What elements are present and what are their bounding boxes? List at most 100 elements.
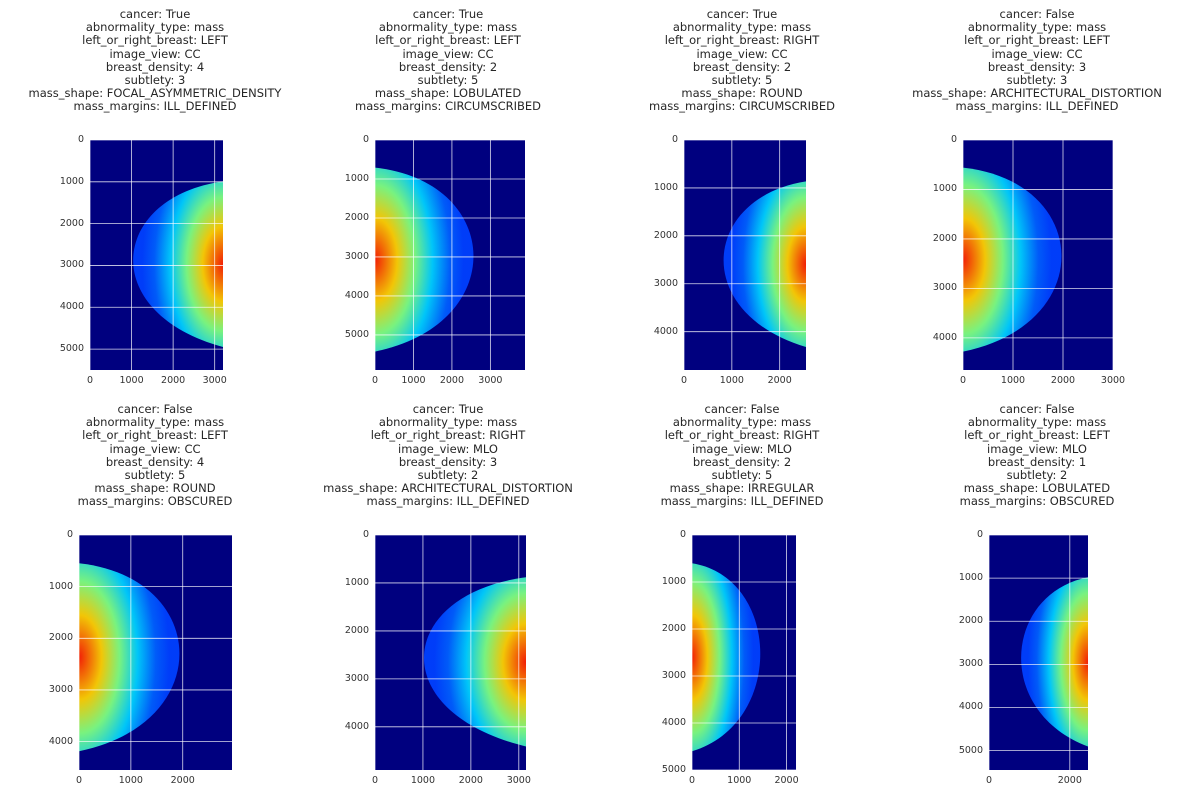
title-line: left_or_right_breast: LEFT — [964, 33, 1110, 48]
image-canvas — [684, 140, 806, 370]
subplot-title: cancer: False abnormality_type: mass left_… — [959, 402, 1115, 509]
x-tick-label: 1000 — [727, 775, 752, 786]
title-line: subtlety: 3 — [1006, 73, 1068, 88]
title-line: mass_margins: OBSCURED — [959, 494, 1115, 509]
mammogram-image — [90, 140, 223, 370]
x-tick-label: 3000 — [478, 375, 503, 386]
y-tick-label: 4000 — [344, 289, 369, 301]
title-line: cancer: True — [412, 402, 484, 416]
y-tick-label: 1000 — [59, 175, 84, 187]
x-tick-label: 3000 — [202, 375, 227, 386]
y-tick-label: 1000 — [344, 576, 369, 588]
mammogram-image — [989, 535, 1088, 770]
y-tick-label: 3000 — [48, 683, 73, 695]
subplot-title: cancer: False abnormality_type: mass left_… — [77, 402, 233, 509]
x-tick-label: 1000 — [119, 375, 144, 386]
title-line: mass_shape: ARCHITECTURAL_DISTORTION — [323, 481, 573, 496]
y-tick-label: 1000 — [958, 572, 983, 584]
title-line: cancer: False — [704, 402, 780, 416]
mammogram-image — [692, 535, 796, 770]
breast-tissue — [723, 181, 806, 347]
title-line: image_view: MLO — [987, 441, 1087, 456]
x-tick-label: 3000 — [506, 775, 531, 786]
title-line: breast_density: 1 — [987, 454, 1087, 469]
y-tick-label: 0 — [362, 529, 369, 540]
y-tick-label: 5000 — [59, 343, 84, 355]
title-line: mass_margins: ILL_DEFINED — [366, 494, 530, 509]
x-tick-label: 2000 — [1057, 775, 1082, 786]
title-line: image_view: CC — [402, 46, 494, 61]
title-line: abnormality_type: mass — [672, 415, 812, 430]
mammogram-image — [375, 535, 526, 770]
y-tick-label: 2000 — [48, 632, 73, 644]
subplot-title: cancer: False abnormality_type: mass left_… — [912, 7, 1162, 114]
y-tick-label: 0 — [77, 134, 84, 145]
y-tick-label: 3000 — [344, 250, 369, 262]
y-tick-label: 0 — [679, 529, 686, 540]
subplot-title: cancer: True abnormality_type: mass left_o… — [649, 7, 835, 114]
y-tick-label: 2000 — [661, 623, 686, 634]
x-tick-label: 0 — [75, 775, 83, 786]
title-line: breast_density: 3 — [987, 59, 1087, 74]
y-tick-label: 0 — [362, 134, 369, 145]
mammogram-image — [375, 140, 525, 370]
breast-tissue — [375, 167, 474, 352]
x-tick-label: 1000 — [401, 375, 426, 386]
y-tick-label: 1000 — [661, 576, 686, 587]
y-tick-label: 2000 — [653, 229, 678, 241]
mammogram-image — [684, 140, 806, 370]
title-line: mass_shape: IRREGULAR — [669, 481, 815, 496]
title-line: mass_margins: ILL_DEFINED — [73, 99, 237, 114]
title-line: breast_density: 4 — [105, 59, 205, 74]
title-line: mass_margins: OBSCURED — [77, 494, 233, 509]
y-tick-label: 2000 — [59, 217, 84, 229]
title-line: subtlety: 2 — [417, 468, 479, 483]
breast-tissue — [1021, 577, 1088, 747]
x-tick-label: 2000 — [774, 775, 799, 786]
y-tick-label: 1000 — [932, 183, 957, 195]
title-line: subtlety: 5 — [417, 73, 479, 88]
title-line: subtlety: 5 — [711, 73, 773, 88]
x-tick-label: 0 — [680, 375, 688, 386]
y-tick-label: 5000 — [661, 764, 686, 775]
title-line: left_or_right_breast: RIGHT — [664, 33, 820, 48]
y-tick-label: 3000 — [661, 670, 686, 681]
subplot-title: cancer: True abnormality_type: mass left_o… — [29, 7, 282, 114]
y-tick-label: 0 — [976, 529, 983, 540]
breast-tissue — [133, 181, 223, 347]
x-tick-label: 2000 — [439, 375, 465, 386]
y-tick-label: 0 — [671, 134, 678, 145]
title-line: abnormality_type: mass — [378, 20, 518, 35]
image-canvas — [963, 140, 1113, 370]
title-line: mass_shape: LOBULATED — [963, 481, 1111, 496]
y-tick-label: 4000 — [653, 325, 678, 337]
x-tick-label: 1000 — [118, 775, 143, 786]
y-tick-label: 5000 — [344, 328, 369, 340]
y-tick-label: 0 — [66, 529, 73, 540]
x-tick-label: 2000 — [458, 775, 483, 786]
title-line: mass_shape: ROUND — [94, 481, 216, 496]
title-line: left_or_right_breast: LEFT — [82, 428, 228, 443]
title-line: abnormality_type: mass — [85, 20, 225, 35]
title-line: left_or_right_breast: RIGHT — [370, 428, 526, 443]
x-tick-label: 0 — [688, 775, 696, 786]
title-line: breast_density: 3 — [398, 454, 498, 469]
title-line: breast_density: 2 — [692, 454, 792, 469]
y-tick-label: 4000 — [344, 720, 369, 732]
breast-tissue — [692, 563, 761, 752]
title-line: mass_shape: ROUND — [681, 86, 803, 101]
title-line: abnormality_type: mass — [967, 415, 1107, 430]
title-line: left_or_right_breast: LEFT — [964, 428, 1110, 443]
x-tick-label: 3000 — [1100, 375, 1126, 386]
image-canvas — [989, 535, 1088, 770]
title-line: image_view: CC — [109, 46, 201, 61]
y-tick-label: 2000 — [932, 232, 957, 244]
title-line: image_view: CC — [109, 441, 201, 456]
y-tick-label: 3000 — [932, 282, 957, 294]
subplot-title: cancer: True abnormality_type: mass left_o… — [323, 402, 573, 509]
y-tick-label: 4000 — [958, 701, 983, 713]
y-tick-label: 1000 — [653, 181, 678, 193]
breast-tissue — [963, 167, 1062, 352]
title-line: breast_density: 4 — [105, 454, 205, 469]
title-line: breast_density: 2 — [692, 59, 792, 74]
